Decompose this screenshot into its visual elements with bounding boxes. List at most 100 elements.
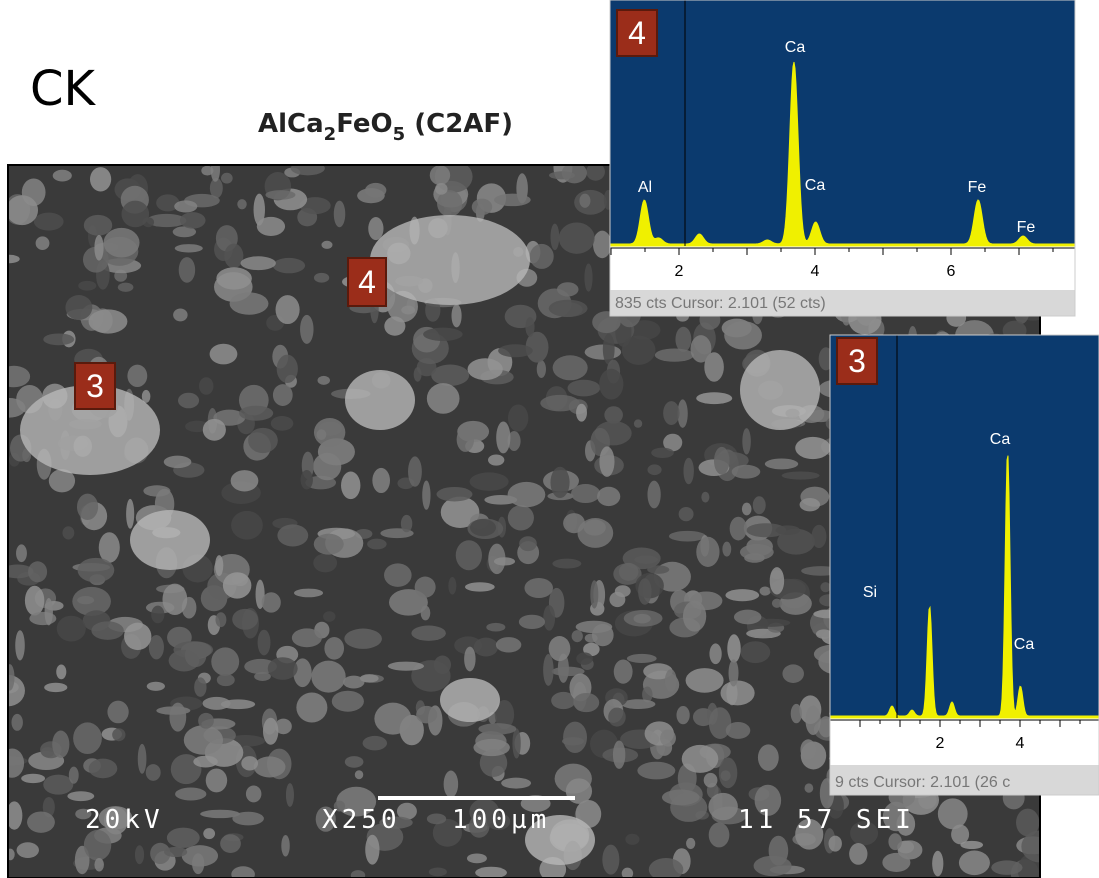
- particle: [496, 637, 521, 652]
- particle: [574, 190, 607, 215]
- particle: [344, 629, 382, 649]
- marker-label: 4: [628, 15, 646, 51]
- particle: [15, 630, 25, 660]
- particle: [496, 421, 510, 453]
- magnification: X250: [322, 805, 401, 835]
- particle: [294, 589, 323, 598]
- particle: [365, 835, 379, 865]
- particle: [268, 657, 298, 680]
- particle: [592, 624, 614, 646]
- particle: [254, 756, 286, 777]
- particle: [760, 587, 771, 596]
- particle: [726, 722, 751, 739]
- particle: [57, 616, 86, 642]
- particle: [56, 665, 66, 680]
- particle: [273, 258, 305, 273]
- particle: [573, 693, 599, 712]
- particle: [179, 257, 195, 283]
- particle: [576, 404, 587, 422]
- particle: [6, 195, 38, 225]
- particle: [494, 557, 515, 565]
- particle: [206, 768, 227, 792]
- particle: [765, 458, 798, 469]
- particle: [938, 798, 968, 829]
- particle: [714, 447, 730, 475]
- particle: [363, 736, 387, 750]
- particle: [708, 793, 737, 820]
- marker-label: 3: [848, 343, 866, 379]
- peak-label: Ca: [990, 431, 1011, 448]
- particle: [27, 811, 55, 832]
- particle: [675, 327, 691, 352]
- particle: [638, 578, 651, 604]
- particle: [602, 845, 619, 875]
- page: CK AlCa2FeO5 (C2AF) 835 cts Cursor: 2.10…: [0, 0, 1099, 878]
- particle: [210, 344, 238, 365]
- particle: [231, 470, 259, 491]
- particle: [94, 858, 104, 871]
- particle: [584, 263, 592, 291]
- particle: [468, 358, 503, 380]
- particle: [742, 503, 752, 516]
- particle: [478, 723, 516, 734]
- particle: [221, 173, 233, 184]
- particle: [84, 215, 112, 236]
- particle: [634, 555, 658, 563]
- particle: [94, 235, 103, 261]
- particle: [655, 348, 694, 361]
- particle: [414, 367, 422, 382]
- particle: [829, 836, 842, 852]
- particle: [246, 785, 262, 802]
- particle: [795, 437, 830, 459]
- particle: [816, 629, 832, 639]
- particle: [579, 194, 590, 208]
- particle: [203, 828, 215, 839]
- particle: [126, 499, 134, 529]
- particle: [194, 677, 206, 697]
- peak-label: Al: [638, 179, 652, 196]
- particle: [679, 507, 694, 521]
- particle: [291, 161, 325, 175]
- particle: [239, 406, 273, 421]
- figure: CK AlCa2FeO5 (C2AF) 835 cts Cursor: 2.10…: [0, 0, 1099, 878]
- particle: [107, 701, 128, 724]
- particle: [203, 697, 231, 710]
- particle: [553, 355, 588, 380]
- particle: [782, 664, 804, 683]
- particle: [572, 630, 583, 642]
- particle: [991, 860, 1022, 874]
- particle: [488, 454, 504, 465]
- particle: [257, 217, 285, 236]
- formula-part: AlCa: [258, 109, 324, 139]
- particle: [223, 572, 251, 598]
- particle: [401, 515, 412, 532]
- particle: [634, 419, 642, 427]
- particle: [782, 471, 820, 479]
- particle: [722, 542, 731, 557]
- particle: [324, 637, 344, 660]
- particle: [11, 714, 22, 731]
- particle: [719, 757, 737, 788]
- particle: [127, 365, 147, 387]
- particle: [162, 584, 187, 615]
- particle: [549, 300, 588, 317]
- formula-part: (C2AF): [405, 109, 513, 139]
- particle: [683, 458, 693, 485]
- particle: [725, 589, 759, 601]
- particle: [530, 244, 554, 269]
- particle: [78, 281, 96, 291]
- particle: [262, 592, 281, 612]
- particle: [709, 822, 730, 847]
- particle: [753, 496, 766, 514]
- particle: [690, 335, 711, 362]
- status-text: 9 cts Cursor: 2.101 (26 c: [835, 774, 1010, 791]
- particle: [568, 380, 601, 397]
- particle: [696, 537, 719, 567]
- particle: [498, 344, 533, 357]
- particle: [277, 355, 298, 383]
- particle: [384, 563, 412, 587]
- axis-tick-label: 2: [675, 263, 684, 280]
- particle: [121, 201, 149, 228]
- particle: [614, 659, 633, 683]
- particle: [311, 661, 345, 693]
